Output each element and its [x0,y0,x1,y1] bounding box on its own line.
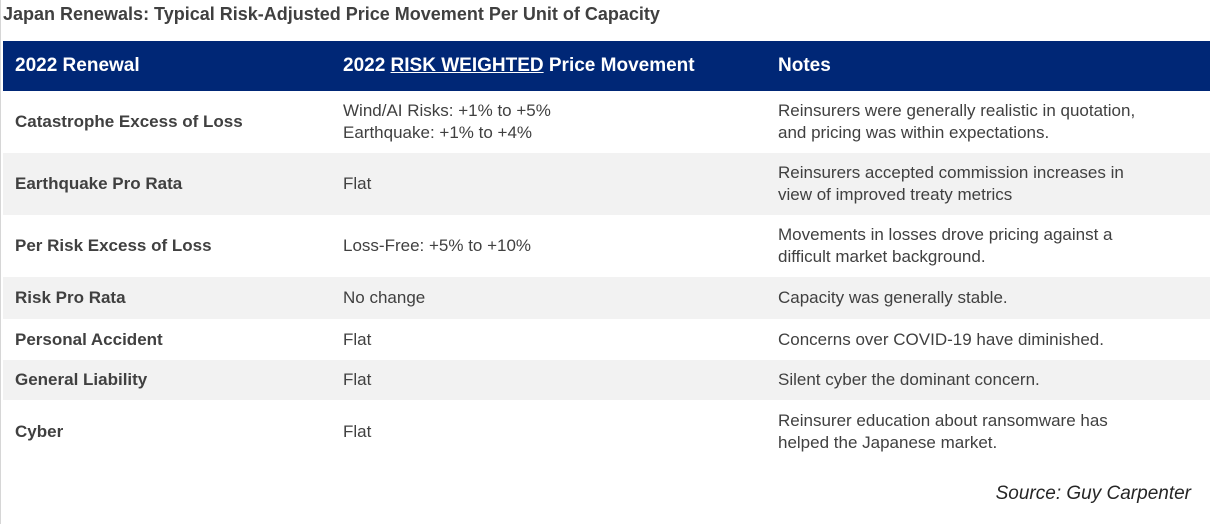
notes-line: Reinsurer education about ransomware has [778,411,1108,430]
notes-cell: Reinsurers were generally realistic in q… [766,91,1210,153]
renewal-cell: Cyber [15,422,64,441]
notes-line: and pricing was within expectations. [778,123,1050,142]
notes-line: Reinsurers were generally realistic in q… [778,101,1136,120]
table-row: General Liability Flat Silent cyber the … [3,360,1210,400]
renewal-cell: Personal Accident [15,329,163,349]
notes-cell: Concerns over COVID-19 have diminished. [778,329,1104,349]
page-title: Japan Renewals: Typical Risk-Adjusted Pr… [3,4,660,24]
movement-cell: No change [343,288,426,307]
table-row: Cyber Flat Reinsurer education about ran… [3,400,1210,464]
renewal-cell: Risk Pro Rata [15,288,126,307]
movement-line: Earthquake: +1% to +4% [343,123,533,142]
notes-line: Reinsurers accepted commission increases… [778,163,1124,182]
table-row: Catastrophe Excess of Loss Wind/AI Risks… [3,91,1210,153]
notes-cell: Reinsurer education about ransomware has… [766,400,1210,464]
movement-cell: Wind/AI Risks: +1% to +5% Earthquake: +1… [331,91,766,153]
left-border-rule [0,0,1,524]
movement-line: Wind/AI Risks: +1% to +5% [343,101,551,120]
notes-cell: Silent cyber the dominant concern. [778,370,1040,389]
movement-cell: Flat [343,329,372,349]
header-price-movement-suffix: Price Movement [543,55,695,76]
renewal-cell: Per Risk Excess of Loss [15,236,212,255]
source-credit: Source: Guy Carpenter [995,483,1191,504]
movement-cell: Flat [343,370,372,389]
notes-cell: Movements in losses drove pricing agains… [766,215,1210,277]
header-risk-weighted: RISK WEIGHTED [390,55,544,76]
table-row: Risk Pro Rata No change Capacity was gen… [3,277,1210,319]
renewal-cell: Earthquake Pro Rata [15,174,183,193]
notes-line: helped the Japanese market. [778,433,998,452]
movement-cell: Loss-Free: +5% to +10% [343,236,532,255]
notes-line: difficult market background. [778,247,986,266]
header-price-movement: 2022 RISK WEIGHTED Price Movement [331,41,766,91]
renewals-table: 2022 Renewal 2022 RISK WEIGHTED Price Mo… [3,41,1210,464]
table-row: Personal Accident Flat Concerns over COV… [3,319,1210,360]
table-row: Per Risk Excess of Loss Loss-Free: +5% t… [3,215,1210,277]
notes-cell: Capacity was generally stable. [778,288,1008,307]
table-header-row: 2022 Renewal 2022 RISK WEIGHTED Price Mo… [3,41,1210,91]
header-renewal: 2022 Renewal [15,55,140,76]
table-row: Earthquake Pro Rata Flat Reinsurers acce… [3,153,1210,215]
notes-line: Movements in losses drove pricing agains… [778,225,1113,244]
notes-cell: Reinsurers accepted commission increases… [766,153,1210,215]
notes-line: view of improved treaty metrics [778,185,1013,204]
header-notes: Notes [778,55,831,76]
renewal-cell: General Liability [15,370,148,389]
renewal-cell: Catastrophe Excess of Loss [15,112,243,131]
header-price-movement-prefix: 2022 [343,55,391,76]
movement-cell: Flat [343,422,372,441]
movement-cell: Flat [343,174,372,193]
